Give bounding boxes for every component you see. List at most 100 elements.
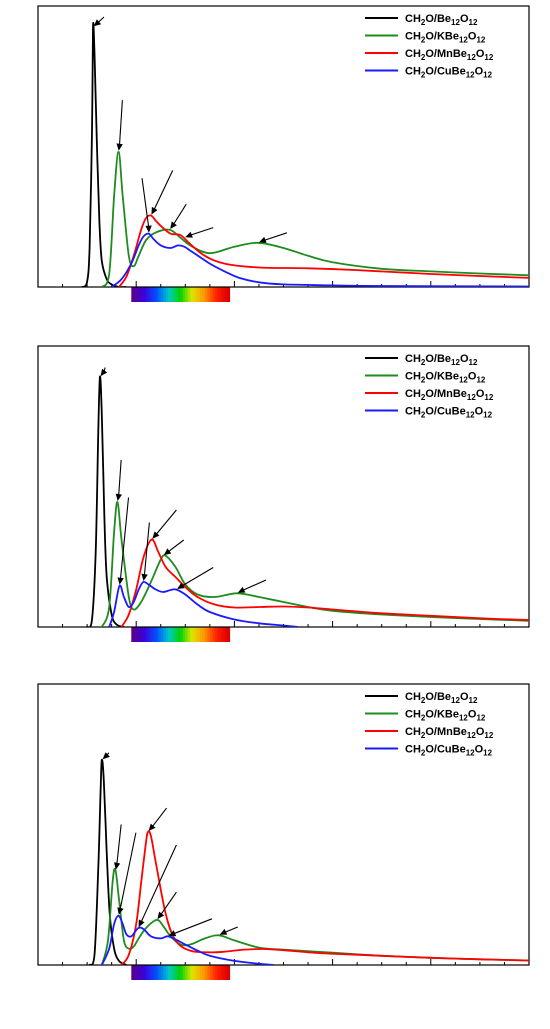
- annotation-arrow-line: [141, 178, 150, 227]
- spectrum-segment: [219, 287, 223, 302]
- annotation-arrow-line: [190, 227, 214, 236]
- annotation-arrow-line: [181, 567, 214, 587]
- spectrum-segment: [177, 287, 181, 302]
- legend-text-part: O: [475, 66, 484, 78]
- spectrum-segment: [175, 287, 179, 302]
- spectrum-segment: [227, 965, 231, 980]
- spectrum-segment: [204, 965, 208, 980]
- legend-text-part: CH: [405, 371, 421, 383]
- legend-subscript: 12: [469, 696, 478, 705]
- spectrum-segment: [177, 627, 181, 642]
- legend-text-part: O: [475, 744, 484, 756]
- spectrum-segment: [133, 965, 137, 980]
- legend: CH2O/Be12O12CH2O/KBe12O12CH2O/MnBe12O12C…: [365, 13, 494, 80]
- spectrum-segment: [204, 287, 208, 302]
- visible-spectrum-band: [131, 965, 231, 980]
- spectrum-segment: [136, 627, 140, 642]
- spectrum-segment: [173, 287, 177, 302]
- legend-text-part: O: [460, 13, 469, 25]
- legend-text-part: O: [476, 726, 485, 738]
- spectrum-segment: [217, 627, 221, 642]
- spectrum-segment: [177, 965, 181, 980]
- spectrum-segment: [222, 287, 226, 302]
- legend-text-part: O: [476, 388, 485, 400]
- series-lines: [88, 758, 529, 965]
- spectrum-segment: [153, 965, 157, 980]
- spectrum-segment: [197, 965, 201, 980]
- legend-subscript: 12: [484, 393, 493, 402]
- visible-spectrum-band: [131, 627, 231, 642]
- spectrum-segment: [150, 627, 154, 642]
- legend-subscript: 12: [484, 731, 493, 740]
- legend-subscript: 12: [483, 749, 492, 758]
- spectrum-segment: [195, 627, 199, 642]
- spectrum-segment: [227, 627, 231, 642]
- annotation-arrow-line: [224, 926, 238, 933]
- spectrum-segment: [168, 627, 172, 642]
- chart-panel-1: CH2O/Be12O12CH2O/KBe12O12CH2O/MnBe12O12C…: [37, 5, 530, 302]
- annotation-arrow-line: [173, 203, 187, 225]
- legend: CH2O/Be12O12CH2O/KBe12O12CH2O/MnBe12O12C…: [365, 353, 494, 420]
- spectrum-segment: [163, 965, 167, 980]
- peak-annotations: [100, 367, 267, 593]
- annotation-arrow-line: [160, 891, 177, 915]
- legend-subscript: 12: [469, 18, 478, 27]
- spectrum-segment: [195, 965, 199, 980]
- series-line-1: [81, 21, 127, 287]
- legend-label-1: CH2O/Be12O12: [405, 691, 478, 705]
- annotation-arrow-line: [143, 522, 150, 576]
- annotation-arrowhead: [141, 573, 148, 581]
- spectrum-segment: [190, 287, 194, 302]
- legend-subscript: 12: [476, 36, 485, 45]
- spectrum-segment: [158, 627, 162, 642]
- legend-subscript: 12: [459, 36, 468, 45]
- spectrum-segment: [217, 965, 221, 980]
- legend-subscript: 2: [421, 53, 426, 62]
- annotation-arrowhead: [237, 586, 246, 593]
- legend-text-part: O/MnBe: [425, 388, 467, 400]
- series-lines: [81, 21, 529, 287]
- legend-subscript: 2: [421, 358, 426, 367]
- legend-subscript: 12: [466, 411, 475, 420]
- spectrum-segment: [214, 627, 218, 642]
- annotation-arrowhead: [185, 231, 193, 238]
- series-line-4: [100, 914, 274, 965]
- legend-subscript: 2: [421, 36, 426, 45]
- annotation-arrow-line: [242, 579, 267, 591]
- legend-text-part: O: [476, 48, 485, 60]
- spectrum-segment: [165, 965, 169, 980]
- spectrum-segment: [207, 287, 211, 302]
- legend-text-part: O/Be: [425, 691, 451, 703]
- legend-text-part: O: [475, 406, 484, 418]
- annotation-arrowhead: [100, 368, 108, 377]
- legend-label-3: CH2O/MnBe12O12: [405, 726, 494, 740]
- spectrum-segment: [146, 965, 150, 980]
- chart-panel-2: CH2O/Be12O12CH2O/KBe12O12CH2O/MnBe12O12C…: [37, 345, 530, 642]
- spectrum-segment: [202, 627, 206, 642]
- annotation-arrow-line: [264, 232, 288, 241]
- spectrum-segment: [209, 965, 213, 980]
- spectrum-segment: [202, 965, 206, 980]
- spectrum-segment: [148, 627, 152, 642]
- legend-text-part: CH: [405, 353, 421, 365]
- spectrum-segment: [212, 965, 216, 980]
- spectrum-segment: [180, 287, 184, 302]
- legend-subscript: 2: [421, 714, 426, 723]
- legend-label-2: CH2O/KBe12O12: [405, 31, 486, 45]
- spectrum-segment: [195, 287, 199, 302]
- spectrum-segment: [160, 287, 164, 302]
- spectrum-segment: [131, 287, 135, 302]
- legend-text-part: O: [460, 353, 469, 365]
- visible-spectrum-band: [131, 287, 231, 302]
- annotation-arrowhead: [102, 752, 110, 760]
- spectrum-segment: [212, 287, 216, 302]
- spectrum-segment: [219, 965, 223, 980]
- spectrum-segment: [190, 627, 194, 642]
- annotation-arrowhead: [170, 221, 177, 229]
- annotation-arrow-line: [155, 509, 177, 535]
- legend-subscript: 2: [421, 696, 426, 705]
- spectrum-segment: [200, 965, 204, 980]
- spectrum-segment: [138, 627, 142, 642]
- legend-text-part: O/CuBe: [425, 744, 465, 756]
